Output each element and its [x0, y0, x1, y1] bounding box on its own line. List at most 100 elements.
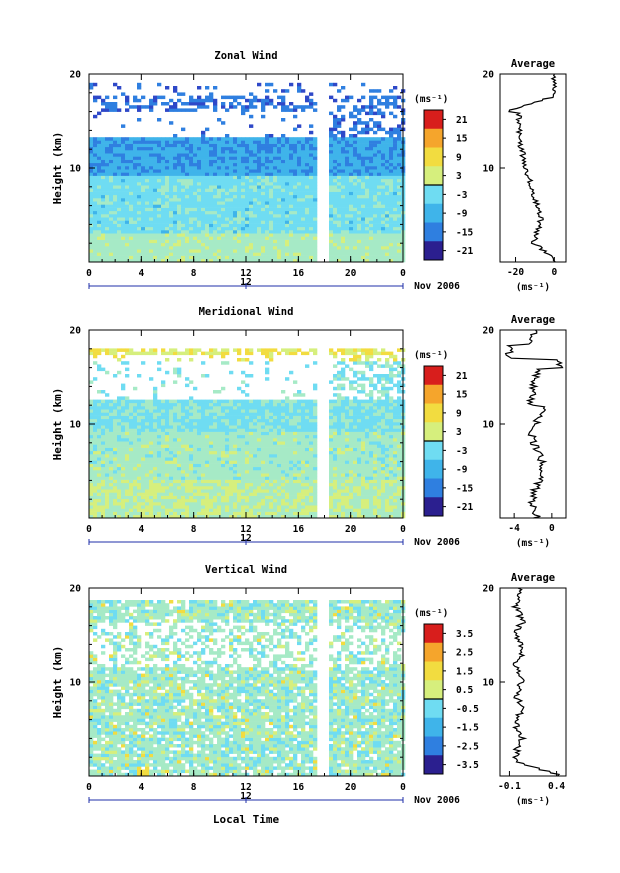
- heatmap-cell: [149, 434, 154, 439]
- heatmap-cell: [89, 146, 94, 151]
- heatmap-cell: [245, 498, 250, 503]
- heatmap-cell: [169, 418, 174, 423]
- heatmap-cell: [165, 226, 170, 231]
- heatmap-cell: [105, 418, 110, 423]
- heatmap-cell: [245, 204, 250, 208]
- heatmap-cell: [125, 169, 130, 173]
- heatmap-cell: [109, 422, 114, 426]
- heatmap-cell: [113, 434, 118, 439]
- heatmap-cell: [349, 201, 354, 205]
- heatmap-cell: [101, 479, 106, 484]
- heatmap-cell: [209, 217, 214, 221]
- heatmap-cell: [337, 194, 342, 199]
- heatmap-cell: [141, 153, 146, 157]
- heatmap-cell: [201, 252, 206, 256]
- heatmap-cell: [125, 223, 130, 228]
- heatmap-cell: [105, 482, 110, 487]
- heatmap-cell: [153, 393, 158, 397]
- heatmap-cell: [141, 252, 146, 256]
- heatmap-cell: [225, 175, 230, 180]
- heatmap-cell: [145, 236, 150, 240]
- heatmap-cell: [241, 482, 246, 487]
- heatmap-cell: [193, 463, 198, 468]
- heatmap-cell: [289, 150, 294, 154]
- heatmap-cell: [117, 223, 122, 228]
- heatmap-cell: [225, 476, 230, 480]
- heatmap-cell: [161, 178, 166, 183]
- heatmap-cell: [221, 476, 226, 480]
- heatmap-cell: [229, 105, 234, 109]
- heatmap-cell: [157, 146, 162, 151]
- heatmap-cell: [193, 150, 198, 154]
- heatmap-cell: [197, 220, 202, 224]
- heatmap-cell: [133, 166, 138, 170]
- heatmap-cell: [389, 220, 394, 224]
- heatmap-cell: [281, 226, 286, 231]
- heatmap-cell: [169, 402, 174, 407]
- heatmap-cell: [237, 175, 242, 180]
- heatmap-cell: [157, 185, 162, 189]
- heatmap-cell: [301, 217, 306, 221]
- heatmap-cell: [397, 143, 402, 148]
- heatmap-cell: [361, 182, 366, 186]
- heatmap-cell: [361, 185, 366, 189]
- heatmap-cell: [373, 178, 378, 183]
- heatmap-cell: [177, 409, 182, 413]
- heatmap-cell: [393, 169, 398, 173]
- heatmap-cell: [141, 361, 146, 365]
- heatmap-cell: [89, 175, 94, 180]
- heatmap-cell: [297, 258, 302, 263]
- heatmap-cell: [313, 249, 318, 253]
- heatmap-cell: [349, 207, 354, 212]
- heatmap-cell: [245, 249, 250, 253]
- heatmap-cell: [157, 242, 162, 247]
- heatmap-cell: [185, 428, 190, 432]
- heatmap-cell: [385, 102, 390, 106]
- heatmap-cell: [173, 476, 178, 480]
- heatmap-cell: [97, 457, 102, 461]
- heatmap-cell: [97, 201, 102, 205]
- heatmap-cell: [197, 169, 202, 173]
- heatmap-cell: [277, 249, 282, 253]
- average-y-tick-label: 10: [483, 164, 495, 175]
- heatmap-cell: [369, 108, 374, 112]
- heatmap-cell: [333, 153, 338, 157]
- heatmap-cell: [197, 418, 202, 423]
- heatmap-cell: [333, 217, 338, 221]
- heatmap-cell: [125, 514, 130, 519]
- heatmap-cell: [217, 118, 222, 122]
- heatmap-cell: [153, 242, 158, 247]
- heatmap-cell: [245, 169, 250, 173]
- heatmap-cell: [121, 514, 126, 519]
- heatmap-cell: [357, 121, 362, 125]
- heatmap-cell: [277, 140, 282, 144]
- heatmap-cell: [265, 137, 270, 141]
- heatmap-cell: [89, 495, 94, 500]
- heatmap-cell: [133, 415, 138, 420]
- heatmap-cell: [369, 159, 374, 164]
- heatmap-cell: [101, 102, 106, 106]
- heatmap-cell: [121, 396, 126, 400]
- heatmap-cell: [365, 166, 370, 170]
- heatmap-cell: [209, 236, 214, 240]
- heatmap-cell: [277, 188, 282, 192]
- heatmap-cell: [145, 140, 150, 144]
- heatmap-cell: [113, 220, 118, 224]
- heatmap-cell: [121, 482, 126, 487]
- heatmap-cell: [145, 178, 150, 183]
- heatmap-cell: [197, 495, 202, 500]
- heatmap-cell: [109, 188, 114, 192]
- heatmap-cell: [277, 217, 282, 221]
- heatmap-cell: [385, 159, 390, 164]
- heatmap-cell: [381, 172, 386, 176]
- heatmap-cell: [185, 466, 190, 471]
- heatmap-cell: [189, 108, 194, 112]
- heatmap-cell: [253, 98, 258, 103]
- heatmap-cell: [245, 255, 250, 260]
- heatmap-cell: [377, 150, 382, 154]
- heatmap-cell: [381, 114, 386, 119]
- heatmap-cell: [105, 140, 110, 144]
- heatmap-cell: [105, 146, 110, 151]
- heatmap-cell: [285, 214, 290, 218]
